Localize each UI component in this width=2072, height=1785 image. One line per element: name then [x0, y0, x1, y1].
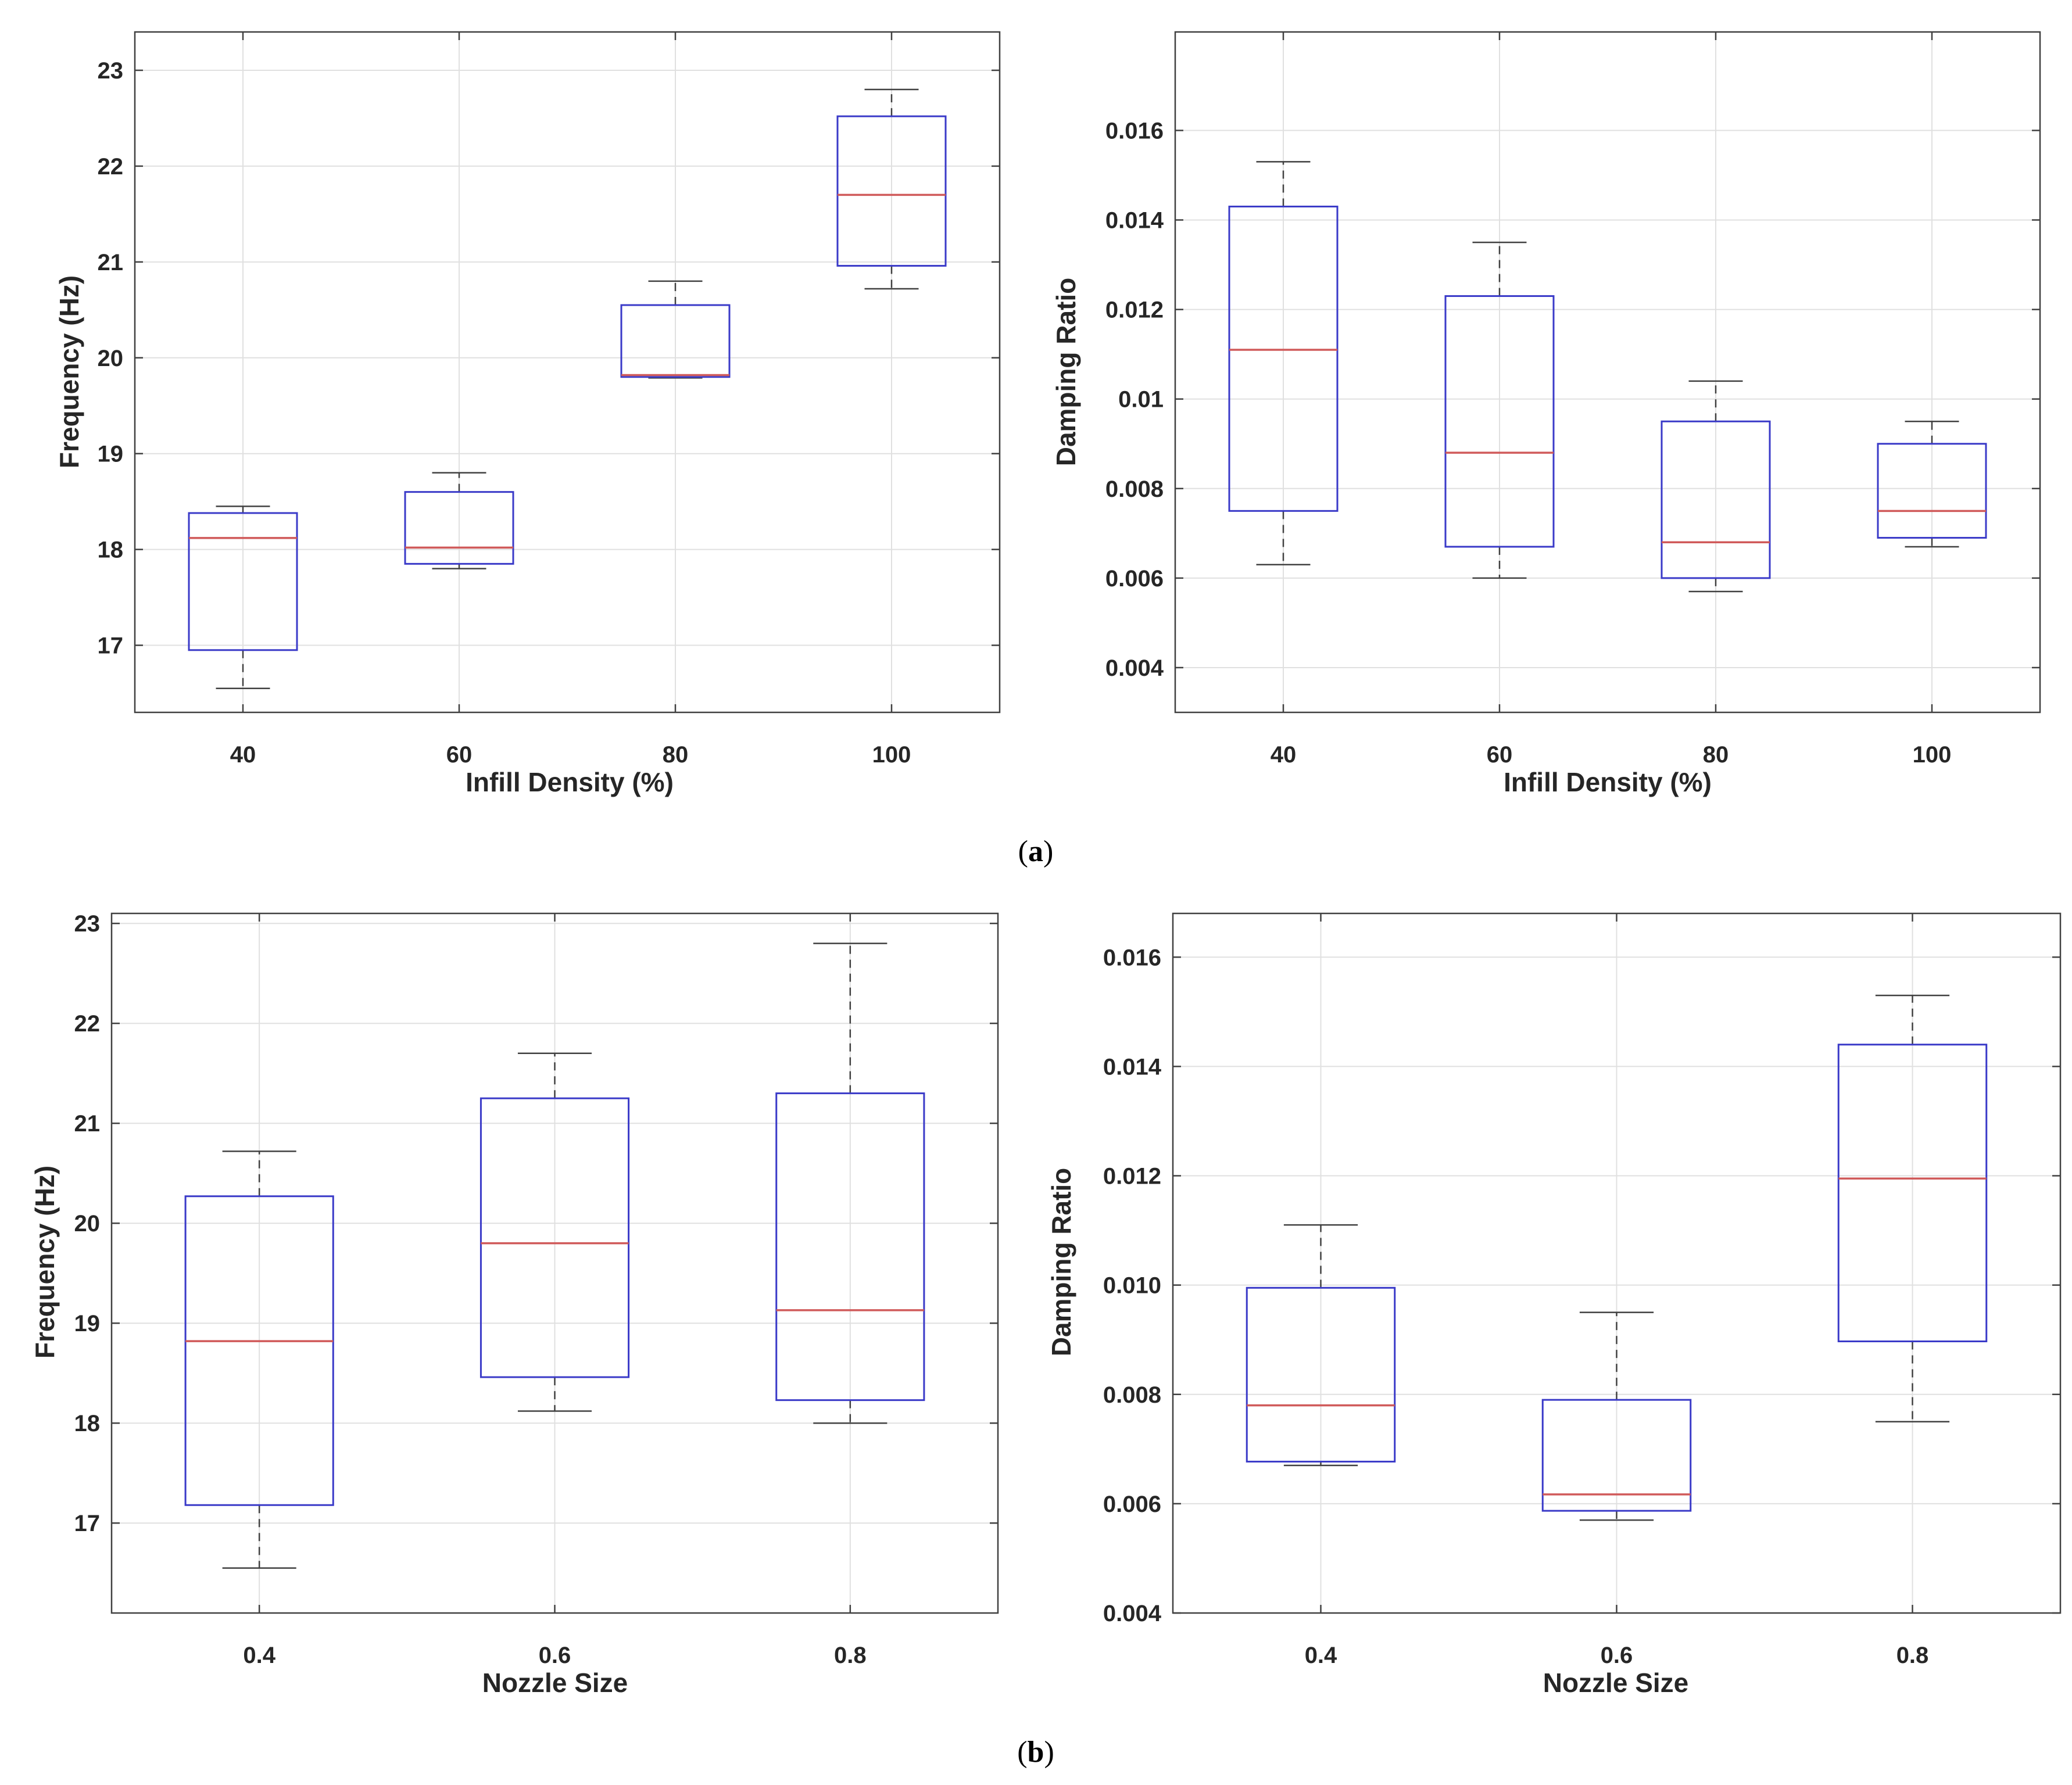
y-tick-label: 21: [74, 1111, 101, 1137]
box-plot-0.8: [1837, 994, 1988, 1423]
y-tick-label: 0.016: [1103, 945, 1161, 970]
plot-area: [135, 32, 1000, 712]
y-tick-label: 17: [74, 1511, 101, 1536]
y-tick-label: 0.014: [1105, 208, 1164, 234]
iqr-box: [1541, 1399, 1692, 1512]
iqr-box: [1246, 1286, 1396, 1463]
y-tick-label: 23: [74, 911, 101, 937]
y-tick-label: 20: [98, 346, 124, 371]
x-axis-label: Nozzle Size: [482, 1668, 628, 1698]
box-plot-80: [1661, 380, 1771, 593]
nozzle-frequency-chart: 17 18 19 20 21 22 23 0.4 0.6 0.8 Nozzle Size Freque…: [30, 911, 999, 1698]
y-tick-label: 0.010: [1103, 1273, 1161, 1299]
y-tick-label: 21: [98, 250, 124, 275]
box-plot-0.6: [479, 1052, 630, 1412]
x-tick-label: 0.4: [243, 1643, 275, 1668]
x-tick-label: 60: [446, 742, 473, 768]
axes-frame: [1174, 31, 2041, 714]
x-tick-label: 40: [1271, 742, 1297, 768]
box-plot-0.4: [184, 1150, 334, 1569]
axes-frame: [134, 31, 1001, 714]
y-tick-label: 0.008: [1105, 476, 1164, 502]
box-plot-60: [1444, 241, 1555, 579]
y-tick-label: 0.004: [1103, 1601, 1162, 1626]
box-plot-0.4: [1246, 1224, 1396, 1467]
x-tick-label: 80: [1703, 742, 1729, 768]
y-tick-label: 20: [74, 1211, 101, 1236]
iqr-box: [1877, 443, 1987, 539]
iqr-box: [775, 1092, 925, 1402]
box-plot-80: [620, 280, 731, 379]
box-plot-40: [1228, 161, 1339, 566]
iqr-box: [1228, 205, 1339, 512]
iqr-box: [620, 304, 731, 378]
iqr-box: [479, 1097, 630, 1378]
x-axis-label: Infill Density (%): [1504, 767, 1712, 797]
y-tick-label: 17: [98, 633, 124, 659]
box-plot-100: [836, 88, 947, 290]
panel-caption-b: (b): [1017, 1736, 1054, 1769]
iqr-box: [836, 115, 947, 267]
y-tick-label: 0.016: [1105, 118, 1164, 144]
infill-frequency-chart: 17 18 19 20 21 22 23 40 60 80 100 Infill Density (%…: [54, 31, 1001, 797]
x-tick-label: 0.8: [1896, 1643, 1929, 1668]
nozzle-damping-chart: 0.004 0.006 0.008 0.010 0.012 0.014 0.016 0.4 0.…: [1046, 912, 2062, 1698]
y-tick-label: 0.008: [1103, 1382, 1161, 1408]
y-axis-label: Frequency (Hz): [54, 275, 84, 468]
box-plot-0.8: [775, 942, 925, 1424]
infill-damping-chart: 0.004 0.006 0.008 0.01 0.012 0.014 0.016 40 60 80…: [1051, 31, 2041, 797]
plot-area: [1175, 32, 2040, 712]
iqr-box: [1661, 420, 1771, 579]
y-axis-label: Frequency (Hz): [30, 1166, 60, 1359]
y-tick-label: 0.012: [1105, 298, 1164, 323]
y-tick-label: 0.01: [1118, 387, 1164, 413]
panel-caption-a: (a): [1018, 835, 1054, 868]
x-tick-label: 100: [872, 742, 911, 768]
x-axis-label: Infill Density (%): [466, 767, 674, 797]
y-tick-label: 0.014: [1103, 1054, 1162, 1080]
x-tick-label: 100: [1913, 742, 1952, 768]
y-tick-label: 0.006: [1103, 1492, 1161, 1517]
x-tick-label: 40: [230, 742, 256, 768]
y-tick-label: 19: [98, 442, 124, 467]
y-axis-label: Damping Ratio: [1051, 278, 1081, 467]
box-plot-40: [188, 506, 298, 690]
x-tick-label: 0.6: [1601, 1643, 1633, 1668]
y-tick-label: 0.012: [1103, 1164, 1161, 1189]
iqr-box: [188, 512, 298, 651]
box-plot-0.6: [1541, 1311, 1692, 1521]
y-tick-label: 23: [98, 58, 124, 84]
x-tick-label: 60: [1487, 742, 1513, 768]
x-tick-label: 0.6: [539, 1643, 571, 1668]
iqr-box: [1837, 1044, 1988, 1343]
iqr-box: [1444, 295, 1555, 548]
y-tick-label: 0.004: [1105, 655, 1164, 681]
y-tick-label: 22: [74, 1011, 101, 1037]
box-plot-100: [1877, 420, 1987, 548]
y-tick-label: 18: [98, 537, 124, 563]
x-tick-label: 0.4: [1305, 1643, 1337, 1668]
iqr-box: [404, 491, 514, 565]
y-tick-label: 22: [98, 154, 124, 180]
y-tick-label: 18: [74, 1411, 101, 1436]
iqr-box: [184, 1195, 334, 1506]
x-tick-label: 80: [663, 742, 689, 768]
y-tick-label: 0.006: [1105, 566, 1164, 592]
x-tick-label: 0.8: [834, 1643, 867, 1668]
y-axis-label: Damping Ratio: [1046, 1168, 1076, 1357]
x-axis-label: Nozzle Size: [1543, 1668, 1689, 1698]
box-plot-60: [404, 472, 514, 569]
y-tick-label: 19: [74, 1311, 101, 1336]
